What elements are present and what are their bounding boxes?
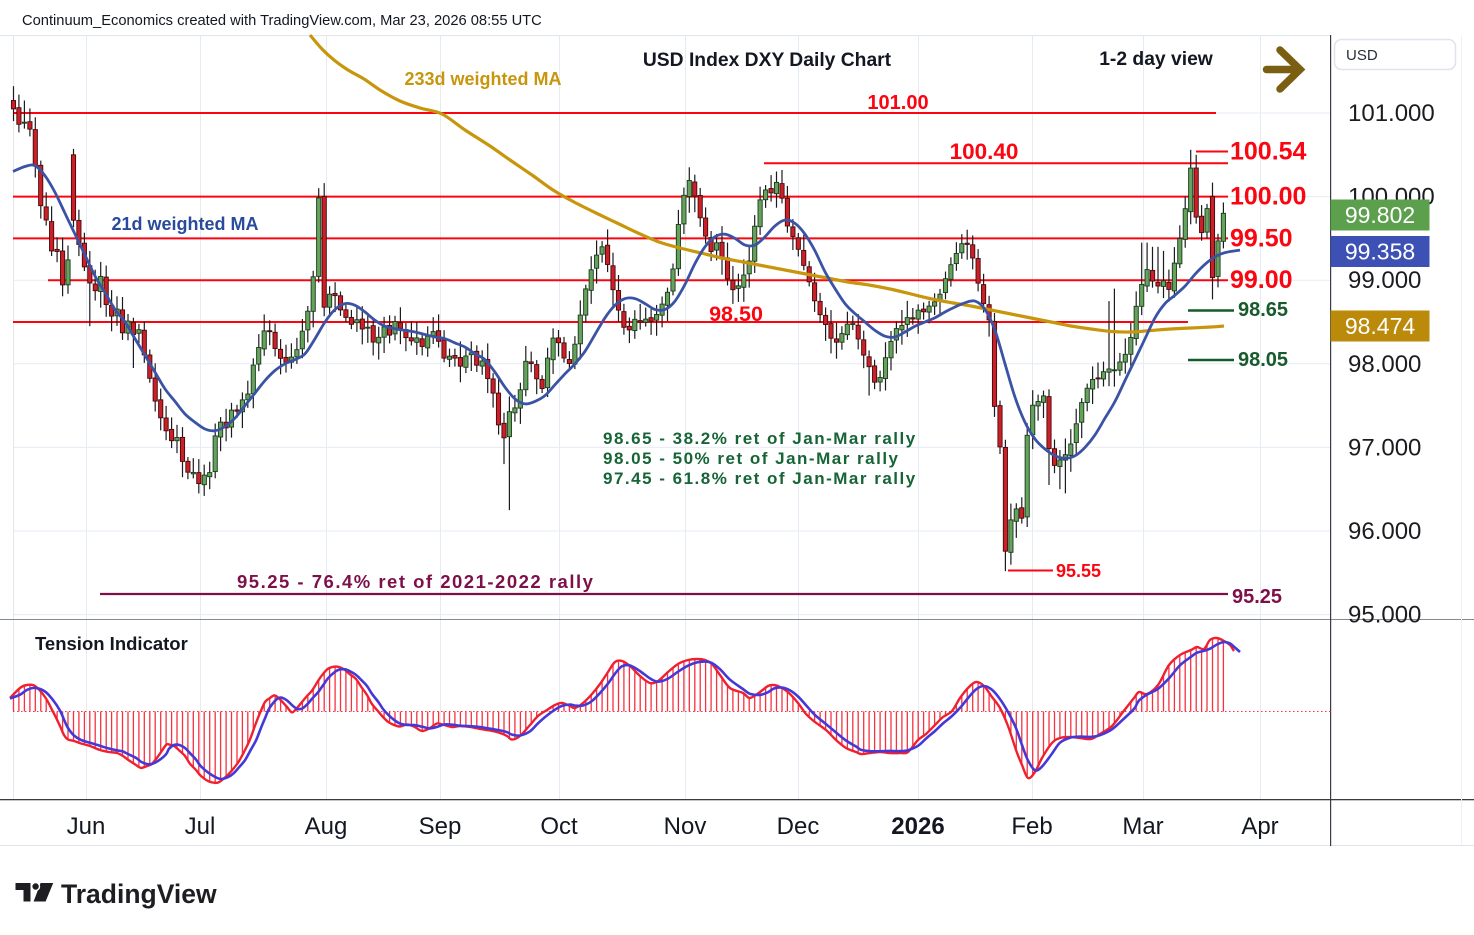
svg-text:TradingView: TradingView — [61, 879, 217, 909]
svg-text:Oct: Oct — [540, 813, 578, 840]
svg-text:USD Index DXY Daily Chart: USD Index DXY Daily Chart — [643, 50, 892, 71]
svg-text:99.000: 99.000 — [1348, 267, 1421, 294]
svg-text:Continuum_Economics created wi: Continuum_Economics created with Trading… — [22, 13, 542, 29]
svg-text:Aug: Aug — [305, 813, 348, 840]
svg-text:99.358: 99.358 — [1345, 239, 1415, 265]
svg-text:96.000: 96.000 — [1348, 518, 1421, 545]
svg-text:101.00: 101.00 — [867, 92, 928, 114]
svg-text:100.40: 100.40 — [950, 139, 1019, 164]
svg-text:98.474: 98.474 — [1345, 313, 1416, 339]
svg-text:98.05 - 50% ret of Jan-Mar ral: 98.05 - 50% ret of Jan-Mar rally — [603, 449, 900, 468]
svg-text:Mar: Mar — [1122, 813, 1163, 840]
svg-text:97.45 - 61.8% ret of Jan-Mar r: 97.45 - 61.8% ret of Jan-Mar rally — [603, 469, 917, 488]
svg-text:100.00: 100.00 — [1230, 183, 1306, 211]
svg-text:99.802: 99.802 — [1345, 202, 1415, 228]
svg-text:Dec: Dec — [777, 813, 820, 840]
svg-text:1-2 day view: 1-2 day view — [1099, 49, 1214, 70]
svg-text:Jul: Jul — [185, 813, 216, 840]
svg-text:2026: 2026 — [891, 813, 944, 840]
svg-text:USD: USD — [1346, 47, 1378, 64]
svg-text:99.00: 99.00 — [1230, 266, 1293, 294]
svg-text:101.000: 101.000 — [1348, 100, 1435, 127]
svg-text:95.000: 95.000 — [1348, 602, 1421, 629]
svg-text:97.000: 97.000 — [1348, 434, 1421, 461]
svg-text:100.54: 100.54 — [1230, 137, 1307, 165]
svg-text:21d weighted MA: 21d weighted MA — [111, 214, 258, 234]
svg-text:98.50: 98.50 — [709, 302, 763, 326]
svg-text:98.05: 98.05 — [1238, 349, 1288, 371]
svg-text:98.000: 98.000 — [1348, 351, 1421, 378]
svg-text:Tension Indicator: Tension Indicator — [35, 633, 188, 654]
svg-text:Feb: Feb — [1011, 813, 1052, 840]
svg-text:Nov: Nov — [664, 813, 707, 840]
svg-text:95.25 - 76.4% ret of 2021-2022: 95.25 - 76.4% ret of 2021-2022 rally — [237, 571, 594, 592]
svg-text:95.55: 95.55 — [1056, 561, 1101, 581]
svg-text:Apr: Apr — [1241, 813, 1278, 840]
svg-text:233d weighted MA: 233d weighted MA — [404, 69, 561, 89]
svg-text:Jun: Jun — [67, 813, 106, 840]
svg-text:98.65: 98.65 — [1238, 299, 1288, 321]
svg-text:Sep: Sep — [419, 813, 462, 840]
svg-text:95.25: 95.25 — [1232, 586, 1282, 608]
svg-text:98.65 - 38.2% ret of Jan-Mar r: 98.65 - 38.2% ret of Jan-Mar rally — [603, 429, 917, 448]
svg-text:99.50: 99.50 — [1230, 224, 1293, 252]
